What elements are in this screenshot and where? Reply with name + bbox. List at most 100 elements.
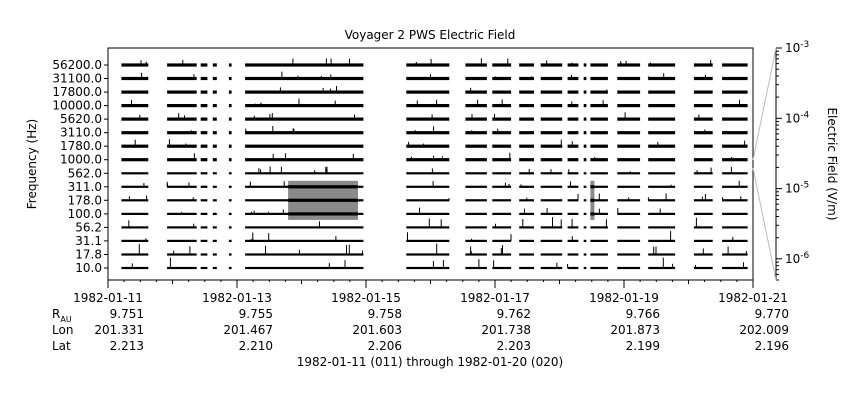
spectral-band	[617, 226, 641, 229]
spectral-band	[492, 212, 512, 215]
spectral-band	[590, 185, 595, 189]
data-segment	[166, 59, 197, 270]
spectral-band	[590, 158, 608, 162]
spectral-band	[590, 198, 595, 202]
spectral-band	[200, 172, 208, 175]
spectral-band	[519, 239, 534, 242]
spectral-band	[540, 212, 563, 215]
ephemeris-table: RAU 9.751 9.755 9.758 9.762 9.766 9.770 Lon 201.…	[52, 307, 789, 353]
spectral-band	[212, 212, 217, 215]
spectral-band	[648, 158, 676, 162]
spectral-band	[228, 185, 232, 188]
spectral-band	[693, 104, 713, 108]
spectral-band	[693, 199, 713, 202]
x-tick-label: 1982-01-21	[718, 291, 788, 305]
spectral-band	[492, 172, 512, 175]
spectral-band	[406, 63, 450, 67]
spectral-band	[167, 131, 197, 135]
spectral-band	[722, 212, 748, 215]
spectral-band	[567, 158, 579, 162]
data-segment	[617, 60, 641, 270]
spectral-band	[406, 266, 450, 270]
spectral-band	[648, 117, 676, 121]
spectral-band	[121, 131, 149, 135]
spectral-band	[617, 90, 641, 94]
spectral-band	[228, 117, 232, 121]
spectral-band	[465, 212, 487, 215]
spectral-band	[567, 76, 579, 81]
spectral-band	[406, 212, 450, 215]
spectral-band	[406, 90, 450, 94]
spectral-band	[590, 144, 608, 148]
spectral-band	[722, 185, 748, 188]
spectral-band	[590, 212, 595, 216]
spectral-band	[583, 144, 587, 148]
spectral-band	[583, 212, 587, 215]
ephemeris-value: 2.210	[239, 339, 273, 353]
spectral-band	[465, 117, 487, 121]
spectral-band	[540, 158, 563, 162]
spectral-band	[590, 76, 608, 81]
y-tick-label: 17.8	[75, 248, 102, 262]
y-tick-label: 5620.0	[60, 112, 102, 126]
spectral-band	[590, 63, 608, 67]
spectral-band	[492, 158, 512, 162]
chart-title: Voyager 2 PWS Electric Field	[345, 28, 516, 42]
spectral-band	[540, 226, 563, 229]
spectral-band	[212, 104, 217, 108]
spectral-band	[121, 253, 149, 256]
spectral-band	[722, 266, 748, 270]
spectral-band	[583, 253, 587, 256]
colorbar-tick-label: 10-6	[785, 251, 810, 266]
x-tick-label: 1982-01-19	[589, 291, 659, 305]
spectral-band	[540, 76, 563, 81]
data-segment	[722, 63, 748, 270]
spectral-band	[167, 226, 197, 229]
spectral-band	[121, 199, 149, 202]
spectral-band	[228, 90, 232, 94]
spectral-band	[406, 253, 450, 256]
spectral-band	[167, 104, 197, 108]
spectral-band	[617, 239, 641, 242]
spectral-band	[465, 253, 487, 256]
spectral-band	[540, 199, 563, 202]
spectral-band	[540, 239, 563, 242]
spectral-band	[567, 239, 579, 242]
spectral-band	[583, 117, 587, 121]
spectral-band	[492, 144, 512, 148]
spectral-band	[245, 63, 364, 67]
spectral-band	[648, 104, 676, 108]
spectral-band	[228, 239, 232, 242]
y-tick-label: 1000.0	[60, 153, 102, 167]
x-axis-label: 1982-01-11 (011) through 1982-01-20 (020…	[297, 355, 563, 369]
spectral-band	[540, 144, 563, 148]
spectral-band	[406, 117, 450, 121]
spectral-band	[167, 172, 197, 175]
spectral-band	[648, 185, 676, 188]
ephemeris-value: 201.467	[223, 323, 273, 337]
ephemeris-value: 2.196	[755, 339, 789, 353]
y-tick-label: 10.0	[75, 261, 102, 275]
spectral-band	[583, 131, 587, 135]
spectral-band	[567, 144, 579, 148]
spectral-band	[722, 117, 748, 121]
spectral-band	[540, 253, 563, 256]
data-segment	[200, 63, 208, 270]
spectral-band	[492, 117, 512, 121]
spectral-band	[648, 199, 676, 202]
spectral-band	[406, 185, 450, 188]
spectral-band	[228, 226, 232, 229]
spectral-band	[492, 266, 512, 270]
spectral-band	[583, 104, 587, 108]
spectral-band	[648, 212, 676, 215]
ephemeris-value: 2.213	[110, 339, 144, 353]
spectral-band	[519, 266, 534, 270]
spectral-band	[567, 226, 579, 229]
spectral-band	[212, 158, 217, 162]
spectral-band	[648, 253, 676, 256]
spectral-band	[406, 144, 450, 148]
spectral-band	[288, 212, 358, 216]
spectral-band	[567, 63, 579, 67]
spectral-band	[465, 63, 487, 67]
y-axis-label: Frequency (Hz)	[25, 119, 39, 210]
